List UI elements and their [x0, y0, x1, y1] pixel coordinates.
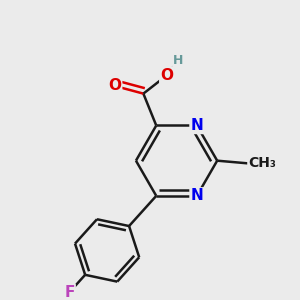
Text: CH₃: CH₃ [248, 156, 276, 170]
Text: O: O [160, 68, 173, 83]
Text: N: N [190, 188, 203, 203]
Text: O: O [108, 78, 121, 93]
Text: H: H [173, 54, 184, 67]
Text: N: N [190, 118, 203, 133]
Text: F: F [64, 285, 75, 300]
